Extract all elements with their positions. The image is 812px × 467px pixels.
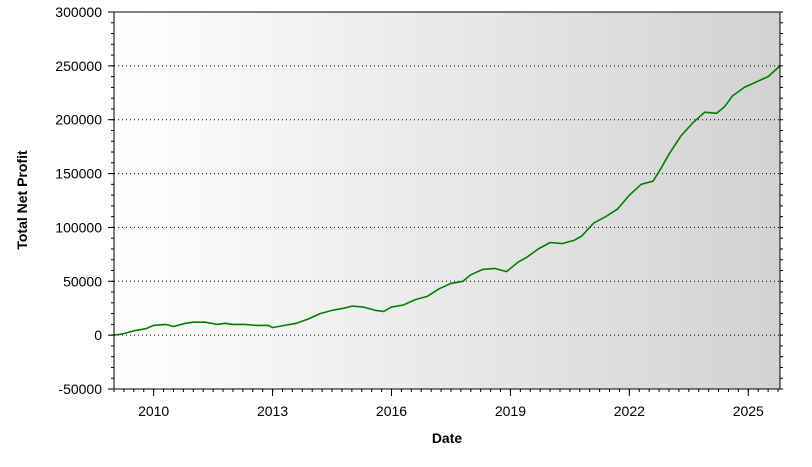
- x-tick-label: 2010: [138, 403, 169, 419]
- plot-area: [114, 12, 780, 389]
- y-tick-label: 150000: [55, 166, 102, 182]
- x-axis-label: Date: [432, 430, 463, 446]
- y-tick-label: 100000: [55, 219, 102, 235]
- y-tick-label: 200000: [55, 112, 102, 128]
- x-tick-label: 2022: [614, 403, 645, 419]
- x-tick-label: 2016: [376, 403, 407, 419]
- y-tick-label: 300000: [55, 4, 102, 20]
- plot-border: [113, 11, 781, 390]
- y-tick-label: 0: [94, 327, 102, 343]
- grid-lines: [114, 65, 780, 336]
- x-tick-label: 2025: [733, 403, 764, 419]
- profit-series-line: [114, 65, 780, 336]
- y-tick-label: 50000: [63, 273, 102, 289]
- y-tick-label: 250000: [55, 58, 102, 74]
- y-axis-label: Total Net Profit: [14, 150, 30, 250]
- x-tick-label: 2019: [495, 403, 526, 419]
- x-tick-label: 2013: [257, 403, 288, 419]
- tick-labels: 300000 250000 200000 150000 100000 50000 0 -500…: [55, 4, 764, 419]
- y-tick-label: -50000: [58, 381, 102, 397]
